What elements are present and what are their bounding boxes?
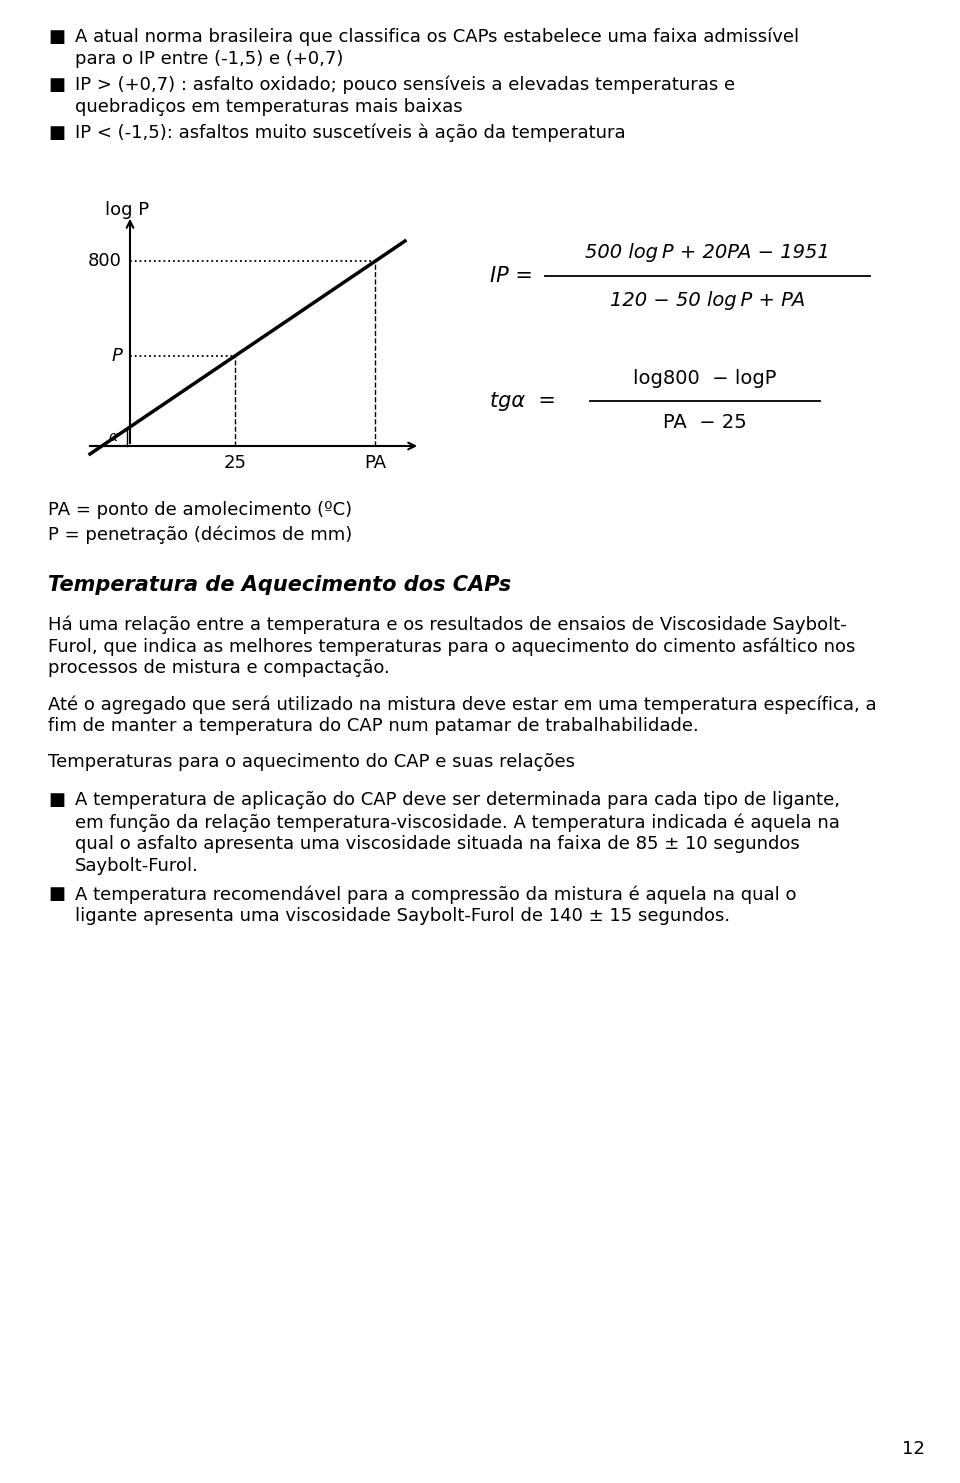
- Text: processos de mistura e compactação.: processos de mistura e compactação.: [48, 658, 390, 678]
- Text: ■: ■: [48, 125, 65, 142]
- Text: IP > (+0,7) : asfalto oxidado; pouco sensíveis a elevadas temperaturas e: IP > (+0,7) : asfalto oxidado; pouco sen…: [75, 76, 735, 95]
- Text: A atual norma brasileira que classifica os CAPs estabelece uma faixa admissível: A atual norma brasileira que classifica …: [75, 28, 799, 46]
- Text: IP < (-1,5): asfaltos muito suscetíveis à ação da temperatura: IP < (-1,5): asfaltos muito suscetíveis …: [75, 125, 626, 142]
- Text: Temperaturas para o aquecimento do CAP e suas relações: Temperaturas para o aquecimento do CAP e…: [48, 753, 575, 771]
- Text: tgα  =: tgα =: [490, 392, 556, 411]
- Text: em função da relação temperatura-viscosidade. A temperatura indicada é aquela na: em função da relação temperatura-viscosi…: [75, 813, 840, 832]
- Text: qual o asfalto apresenta uma viscosidade situada na faixa de 85 ± 10 segundos: qual o asfalto apresenta uma viscosidade…: [75, 835, 800, 853]
- Text: A temperatura de aplicação do CAP deve ser determinada para cada tipo de ligante: A temperatura de aplicação do CAP deve s…: [75, 790, 840, 810]
- Text: ■: ■: [48, 790, 65, 810]
- Text: log P: log P: [105, 202, 149, 219]
- Text: fim de manter a temperatura do CAP num patamar de trabalhabilidade.: fim de manter a temperatura do CAP num p…: [48, 716, 699, 736]
- Text: IP =: IP =: [490, 265, 533, 286]
- Text: PA: PA: [364, 454, 386, 472]
- Text: α: α: [109, 430, 118, 443]
- Text: 500 log P + 20PA − 1951: 500 log P + 20PA − 1951: [586, 243, 829, 261]
- Text: log800  − logP: log800 − logP: [634, 369, 777, 389]
- Text: A temperatura recomendável para a compressão da mistura é aquela na qual o: A temperatura recomendável para a compre…: [75, 885, 797, 903]
- Text: 800: 800: [88, 252, 122, 270]
- Text: P: P: [111, 347, 122, 365]
- Text: ligante apresenta uma viscosidade Saybolt-Furol de 140 ± 15 segundos.: ligante apresenta uma viscosidade Saybol…: [75, 908, 731, 925]
- Text: PA  − 25: PA − 25: [663, 414, 747, 433]
- Text: Furol, que indica as melhores temperaturas para o aquecimento do cimento asfálti: Furol, que indica as melhores temperatur…: [48, 638, 855, 655]
- Text: Temperatura de Aquecimento dos CAPs: Temperatura de Aquecimento dos CAPs: [48, 575, 511, 595]
- Text: 120 − 50 log P + PA: 120 − 50 log P + PA: [610, 291, 805, 310]
- Text: P = penetração (décimos de mm): P = penetração (décimos de mm): [48, 525, 352, 543]
- Text: ■: ■: [48, 76, 65, 93]
- Text: Saybolt-Furol.: Saybolt-Furol.: [75, 857, 199, 875]
- Text: 12: 12: [902, 1440, 925, 1458]
- Text: Até o agregado que será utilizado na mistura deve estar em uma temperatura espec: Até o agregado que será utilizado na mis…: [48, 696, 876, 713]
- Text: ■: ■: [48, 28, 65, 46]
- Text: para o IP entre (-1,5) e (+0,7): para o IP entre (-1,5) e (+0,7): [75, 50, 344, 68]
- Text: quebradiços em temperaturas mais baixas: quebradiços em temperaturas mais baixas: [75, 98, 463, 116]
- Text: PA = ponto de amolecimento (ºC): PA = ponto de amolecimento (ºC): [48, 501, 352, 519]
- Text: Há uma relação entre a temperatura e os resultados de ensaios de Viscosidade Say: Há uma relação entre a temperatura e os …: [48, 615, 847, 633]
- Text: ■: ■: [48, 885, 65, 903]
- Text: 25: 25: [224, 454, 247, 472]
